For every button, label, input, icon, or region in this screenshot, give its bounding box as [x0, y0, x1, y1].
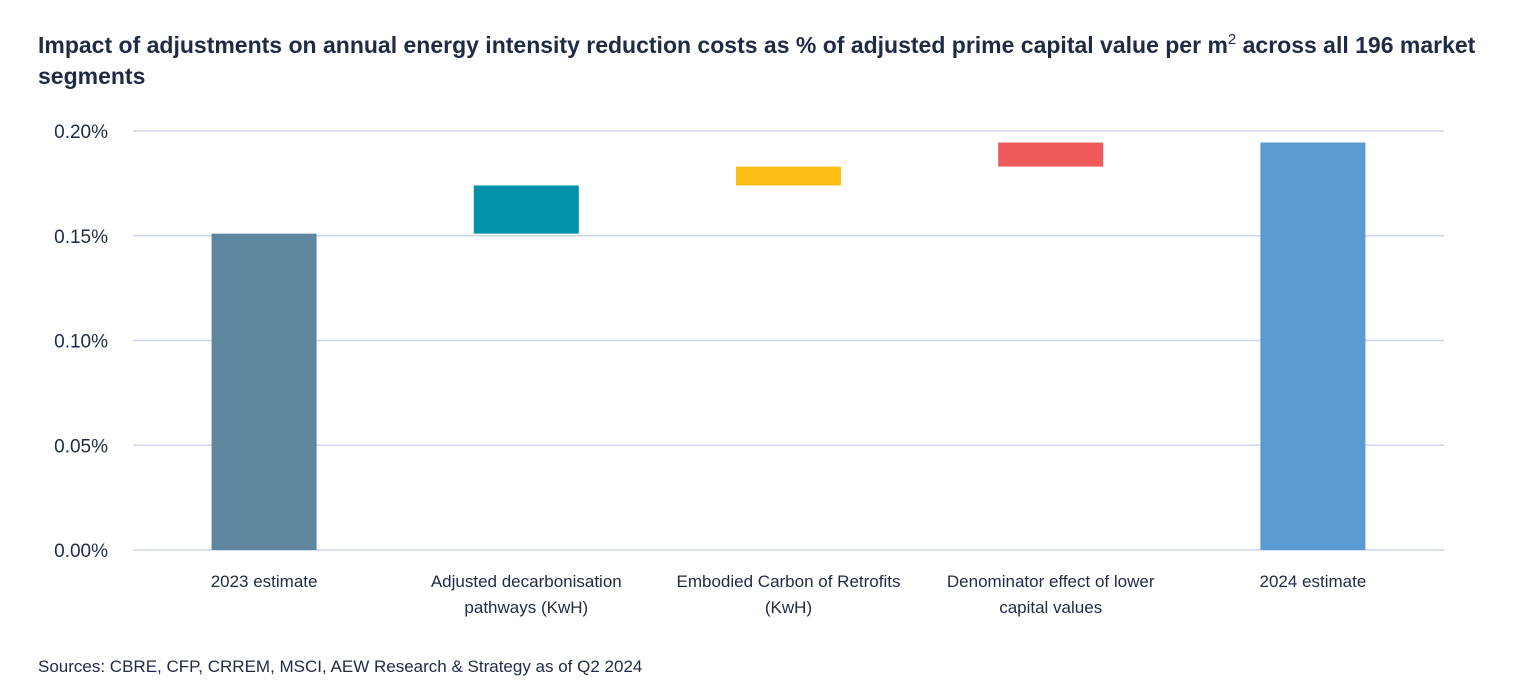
- bar-total: [1260, 142, 1366, 550]
- x-category-label-line: pathways (KwH): [464, 598, 588, 617]
- y-axis-ticks: 0.00% 0.05% 0.10% 0.15% 0.20%: [54, 122, 108, 562]
- x-category-label: 2023 estimate: [211, 572, 318, 591]
- x-category-label-line: capital values: [999, 598, 1102, 617]
- y-tick-label: 0.15%: [54, 227, 108, 248]
- x-category-label-line: 2023 estimate: [211, 572, 318, 591]
- x-category-label-line: Embodied Carbon of Retrofits: [677, 572, 901, 591]
- x-axis-labels: 2023 estimate Adjusted decarbonisation pat…: [211, 572, 1367, 617]
- y-tick-label: 0.05%: [54, 436, 108, 457]
- x-category-label: 2024 estimate: [1260, 572, 1367, 591]
- y-tick-label: 0.00%: [54, 541, 108, 562]
- chart-title: Impact of adjustments on annual energy i…: [38, 30, 1478, 92]
- bar-total: [211, 233, 317, 550]
- bars: [211, 142, 1366, 550]
- source-note: Sources: CBRE, CFP, CRREM, MSCI, AEW Res…: [38, 657, 643, 676]
- chart-title-superscript: 2: [1227, 31, 1237, 48]
- y-tick-label: 0.10%: [54, 332, 108, 353]
- x-category-label: Adjusted decarbonisation pathways (KwH): [431, 572, 622, 617]
- chart-title-text-after: across all 196 market segments: [38, 32, 1476, 89]
- bar-adjustment: [998, 142, 1104, 167]
- x-category-label-line: Denominator effect of lower: [947, 572, 1155, 591]
- x-category-label-line: 2024 estimate: [1260, 572, 1367, 591]
- bar-adjustment: [473, 185, 579, 234]
- y-tick-label: 0.20%: [54, 122, 108, 143]
- x-category-label: Denominator effect of lower capital value…: [947, 572, 1155, 617]
- gridlines: [133, 130, 1444, 551]
- x-category-label-line: (KwH): [765, 598, 812, 617]
- x-category-label: Embodied Carbon of Retrofits (KwH): [677, 572, 901, 617]
- bar-adjustment: [736, 166, 841, 186]
- x-category-label-line: Adjusted decarbonisation: [431, 572, 622, 591]
- chart-title-text: Impact of adjustments on annual energy i…: [38, 32, 1228, 58]
